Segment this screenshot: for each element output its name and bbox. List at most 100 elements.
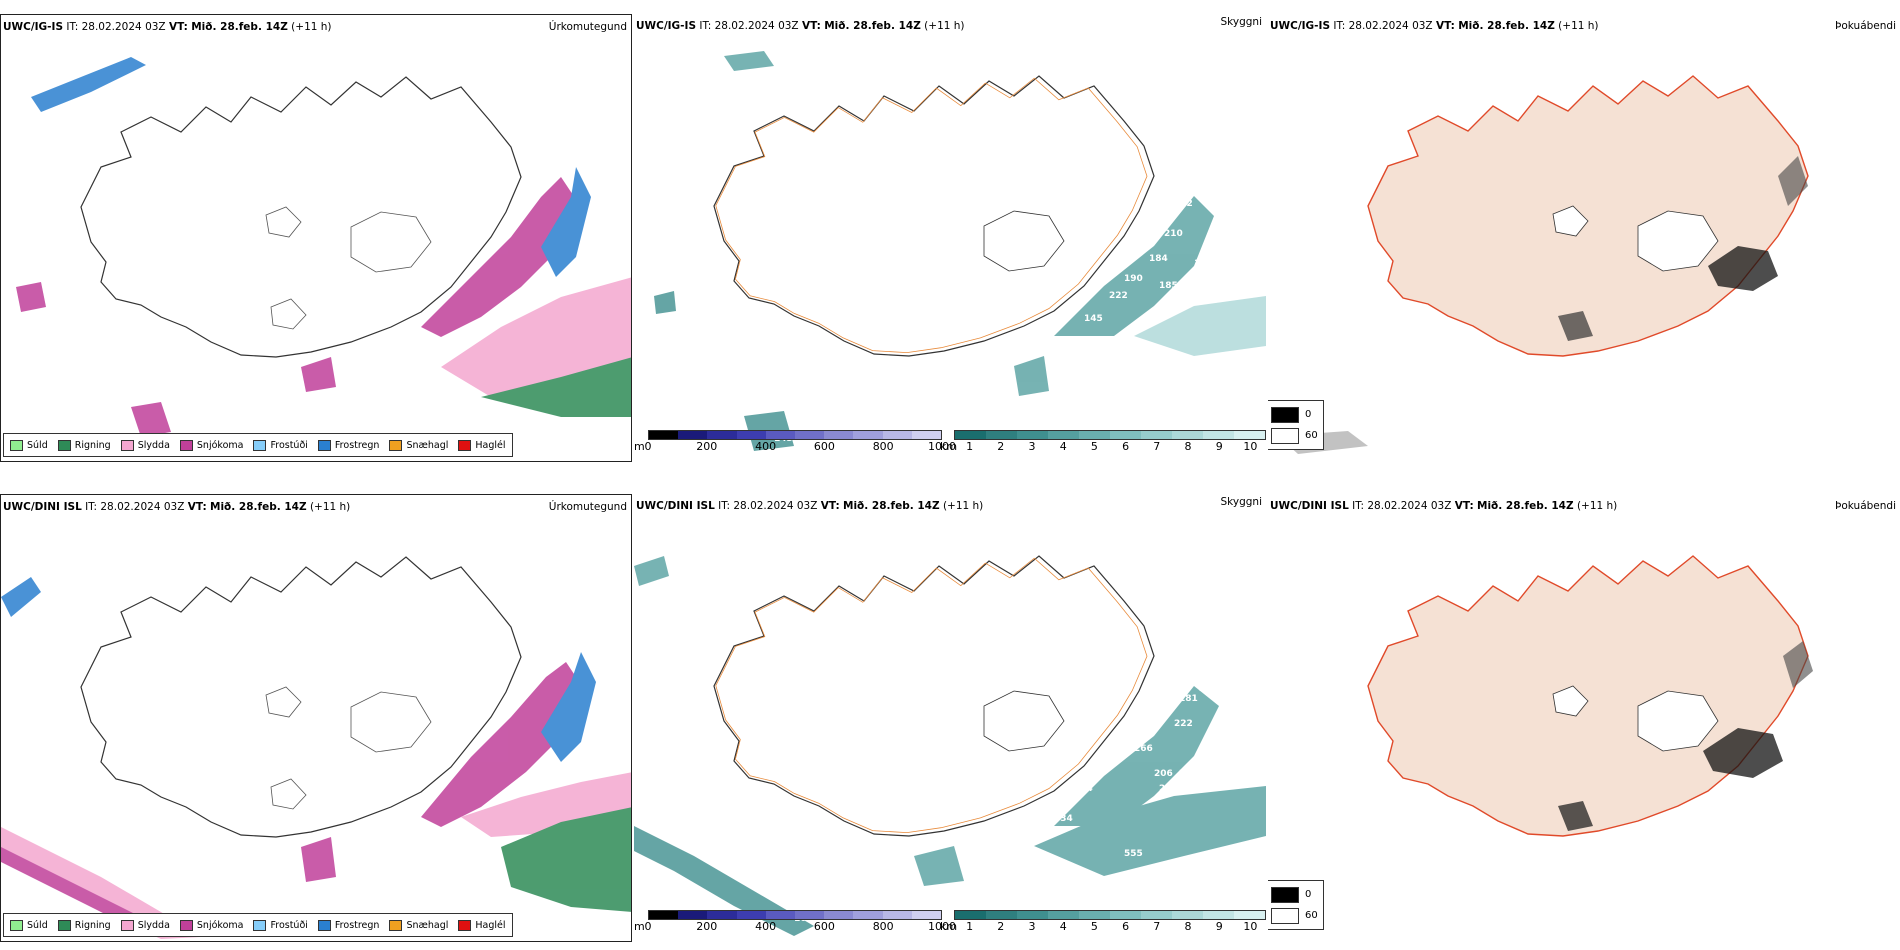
legend-item-hail: Haglél: [458, 919, 506, 931]
precip-map: [1, 556, 631, 939]
scale-tick: 0: [644, 920, 652, 933]
panel-header: UWC/IG-IS IT: 28.02.2024 03Z VT: Mið. 28…: [3, 21, 332, 33]
visibility-value-label: 404: [1074, 344, 1093, 354]
legend-item-freezing-rain: Frostregn: [317, 439, 379, 451]
scale-tick: 3: [1028, 920, 1036, 933]
visibility-value-label: 405: [974, 879, 993, 889]
scale-tick: 9: [1215, 920, 1223, 933]
panel-title: Skyggni: [1220, 16, 1263, 28]
visibility-value-label: 266: [1134, 744, 1153, 754]
legend-item-rain: Rigning: [57, 439, 111, 451]
scale-tick: 1: [966, 440, 974, 453]
fog-legend: 0 60: [1268, 400, 1324, 450]
scale-tick: 6: [1122, 440, 1130, 453]
precip-panel-row2: UWC/DINI ISL IT: 28.02.2024 03Z VT: Mið.…: [0, 494, 632, 942]
visibility-value-label: 222: [1109, 291, 1128, 301]
scale-tick: 6: [1122, 920, 1130, 933]
vis-scale-km: km 1 2 3 4 5 6 7 8 9 10: [940, 910, 1266, 936]
visibility-value-label: 227: [1159, 784, 1178, 794]
scale-tick: 0: [644, 440, 652, 453]
legend-item-rain: Rigning: [57, 919, 111, 931]
scale-tick: 400: [755, 920, 777, 933]
scale-tick: 2: [997, 440, 1005, 453]
fog-panel-row2: UWC/DINI ISL IT: 28.02.2024 03Z VT: Mið.…: [1268, 494, 1900, 942]
visibility-value-label: 214: [1074, 784, 1093, 794]
legend-item-hail: Haglél: [458, 439, 506, 451]
visibility-value-label: 185: [1159, 281, 1178, 291]
visibility-value-label: 103: [664, 894, 683, 904]
scale-tick: 2: [997, 920, 1005, 933]
legend-item-freezing-rain: Frostregn: [317, 919, 379, 931]
legend-item-snow: Snjókoma: [179, 439, 243, 451]
visibility-value-label: 181: [1179, 694, 1198, 704]
visibility-panel-row2: UWC/DINI ISL IT: 28.02.2024 03Z VT: Mið.…: [634, 494, 1266, 942]
vis-scale-meters: m 0 200 400 600 800 1000: [634, 430, 956, 456]
panel-title: Úrkomutegund: [548, 21, 627, 33]
scale-tick: 1000: [928, 920, 956, 933]
scale-tick: 600: [813, 920, 835, 933]
scale-tick: 800: [872, 920, 894, 933]
scale-tick: 9: [1215, 440, 1223, 453]
precip-legend: Súld Rigning Slydda Snjókoma Frostúði Fr…: [3, 433, 513, 457]
precip-legend: Súld Rigning Slydda Snjókoma Frostúði Fr…: [3, 913, 513, 937]
visibility-value-label: 334: [1054, 814, 1073, 824]
visibility-value-label: 110: [1194, 259, 1213, 269]
panel-header: UWC/DINI ISL IT: 28.02.2024 03Z VT: Mið.…: [636, 500, 984, 512]
legend-item-drizzle: Súld: [10, 919, 48, 931]
legend-item-snow-pellets: Snæhagl: [389, 439, 448, 451]
visibility-value-label: 206: [1154, 769, 1173, 779]
legend-item-snow-pellets: Snæhagl: [389, 919, 448, 931]
vis-scale-meters: m 0 200 400 600 800 1000: [634, 910, 956, 936]
visibility-panel-row1: UWC/IG-IS IT: 28.02.2024 03Z VT: Mið. 28…: [634, 14, 1266, 462]
visibility-value-label: 222: [1174, 719, 1193, 729]
scale-tick: 5: [1090, 440, 1098, 453]
scale-tick: 10: [1243, 440, 1258, 453]
fog-panel-row1: UWC/IG-IS IT: 28.02.2024 03Z VT: Mið. 28…: [1268, 14, 1900, 462]
scale-tick: 1: [966, 920, 974, 933]
legend-item-freezing-drizzle: Frostúði: [253, 919, 308, 931]
panel-title: Úrkomutegund: [548, 501, 627, 513]
precip-map: [16, 57, 631, 437]
scale-tick: 7: [1153, 920, 1161, 933]
visibility-value-label: 206: [1179, 769, 1198, 779]
visibility-value-label: 555: [1124, 849, 1143, 859]
visibility-value-label: 145: [1084, 314, 1103, 324]
scale-tick: 600: [813, 440, 835, 453]
legend-item-sleet: Slydda: [120, 919, 170, 931]
visibility-value-label: 221: [1189, 664, 1208, 674]
scale-tick: 5: [1090, 920, 1098, 933]
visibility-value-label: 184: [1149, 254, 1168, 264]
scale-tick: 1000: [928, 440, 956, 453]
scale-tick: 4: [1059, 920, 1067, 933]
legend-item-drizzle: Súld: [10, 439, 48, 451]
legend-item-freezing-drizzle: Frostúði: [253, 439, 308, 451]
visibility-value-label: 232: [1199, 684, 1218, 694]
fog-map: [1278, 555, 1813, 908]
precip-panel-row1: UWC/IG-IS IT: 28.02.2024 03Z VT: Mið. 28…: [0, 14, 632, 462]
scale-tick: 3: [1028, 440, 1036, 453]
visibility-value-label: 142: [1174, 199, 1193, 209]
scale-tick: 8: [1184, 440, 1192, 453]
scale-tick: 10: [1243, 920, 1258, 933]
visibility-value-label: 368: [964, 399, 983, 409]
visibility-value-label: 190: [1124, 274, 1143, 284]
legend-item-sleet: Slydda: [120, 439, 170, 451]
panel-title: Skyggni: [1220, 496, 1263, 508]
panel-header: UWC/DINI ISL IT: 28.02.2024 03Z VT: Mið.…: [3, 501, 351, 513]
panel-header: UWC/IG-IS IT: 28.02.2024 03Z VT: Mið. 28…: [1270, 20, 1599, 32]
panel-title: Þokuábendi: [1835, 500, 1896, 512]
scale-tick: 400: [755, 440, 777, 453]
scale-tick: 7: [1153, 440, 1161, 453]
panel-header: UWC/IG-IS IT: 28.02.2024 03Z VT: Mið. 28…: [636, 20, 965, 32]
fog-legend: 0 60: [1268, 880, 1324, 930]
legend-item-snow: Snjókoma: [179, 919, 243, 931]
scale-tick: 200: [696, 920, 718, 933]
fog-map: [1278, 75, 1809, 454]
scale-tick: 4: [1059, 440, 1067, 453]
scale-tick: 200: [696, 440, 718, 453]
scale-tick: 800: [872, 440, 894, 453]
panel-title: Þokuábendi: [1835, 20, 1896, 32]
visibility-value-label: 210: [1164, 229, 1183, 239]
